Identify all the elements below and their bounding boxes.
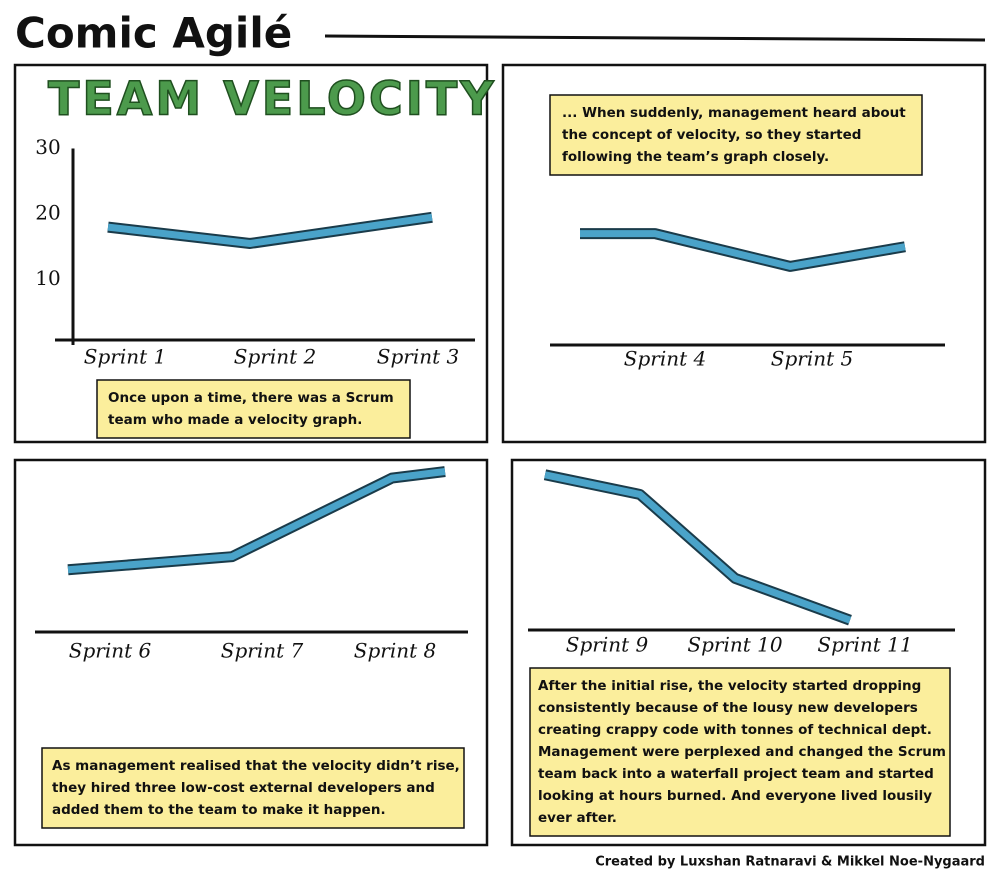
caption-line: team back into a waterfall project team …	[538, 766, 934, 782]
panel-frame	[510, 458, 987, 847]
x-tick-label: Sprint 6	[69, 639, 152, 663]
x-tick-label: Sprint 2	[234, 345, 316, 369]
panel-frame	[13, 63, 489, 444]
x-tick-label: Sprint 3	[377, 345, 459, 369]
velocity-line	[544, 471, 852, 624]
caption-line: Once upon a time, there was a Scrum	[108, 390, 394, 406]
velocity-line	[67, 468, 446, 574]
velocity-line	[580, 230, 906, 270]
caption-line: As management realised that the velocity…	[52, 758, 460, 774]
panel-frame	[13, 458, 489, 847]
title-rule	[324, 34, 986, 42]
caption-box	[41, 747, 465, 829]
y-tick-label: 20	[35, 201, 60, 225]
x-tick-label: Sprint 7	[221, 639, 304, 663]
x-tick-label: Sprint 9	[566, 633, 649, 657]
caption-line: following the team’s graph closely.	[562, 149, 829, 165]
caption-line: looking at hours burned. And everyone li…	[538, 788, 932, 804]
caption-line: ... When suddenly, management heard abou…	[562, 105, 906, 121]
y-tick-label: 10	[35, 266, 60, 290]
velocity-line-outline	[580, 228, 906, 272]
x-tick-label: Sprint 1	[84, 345, 166, 369]
caption-line: Management were perplexed and changed th…	[538, 744, 946, 760]
x-tick-label: Sprint 11	[817, 633, 912, 657]
x-tick-label: Sprint 10	[687, 633, 782, 657]
credit: Created by Luxshan Ratnaravi & Mikkel No…	[595, 855, 985, 870]
x-tick-label: Sprint 8	[354, 639, 436, 663]
caption-box	[96, 379, 411, 439]
caption-line: team who made a velocity graph.	[108, 412, 362, 428]
velocity-line-outline	[67, 466, 446, 576]
caption-box	[549, 94, 923, 176]
caption-line: the concept of velocity, so they started	[562, 127, 861, 143]
caption-box	[529, 667, 951, 837]
x-tick-label: Sprint 4	[624, 347, 706, 371]
caption-line: ever after.	[538, 810, 617, 826]
caption-line: creating crappy code with tonnes of tech…	[538, 722, 932, 738]
velocity-line	[107, 213, 433, 247]
caption-line: they hired three low-cost external devel…	[52, 780, 435, 796]
x-tick-label: Sprint 5	[771, 347, 853, 371]
y-tick-label: 30	[35, 135, 60, 159]
caption-line: consistently because of the lousy new de…	[538, 700, 918, 716]
caption-line: added them to the team to make it happen…	[52, 802, 386, 818]
panel-title: TEAM VELOCITY	[48, 72, 497, 126]
comic-title: Comic Agilé	[15, 9, 292, 58]
panel-frame	[501, 63, 987, 444]
caption-line: After the initial rise, the velocity sta…	[538, 678, 921, 694]
